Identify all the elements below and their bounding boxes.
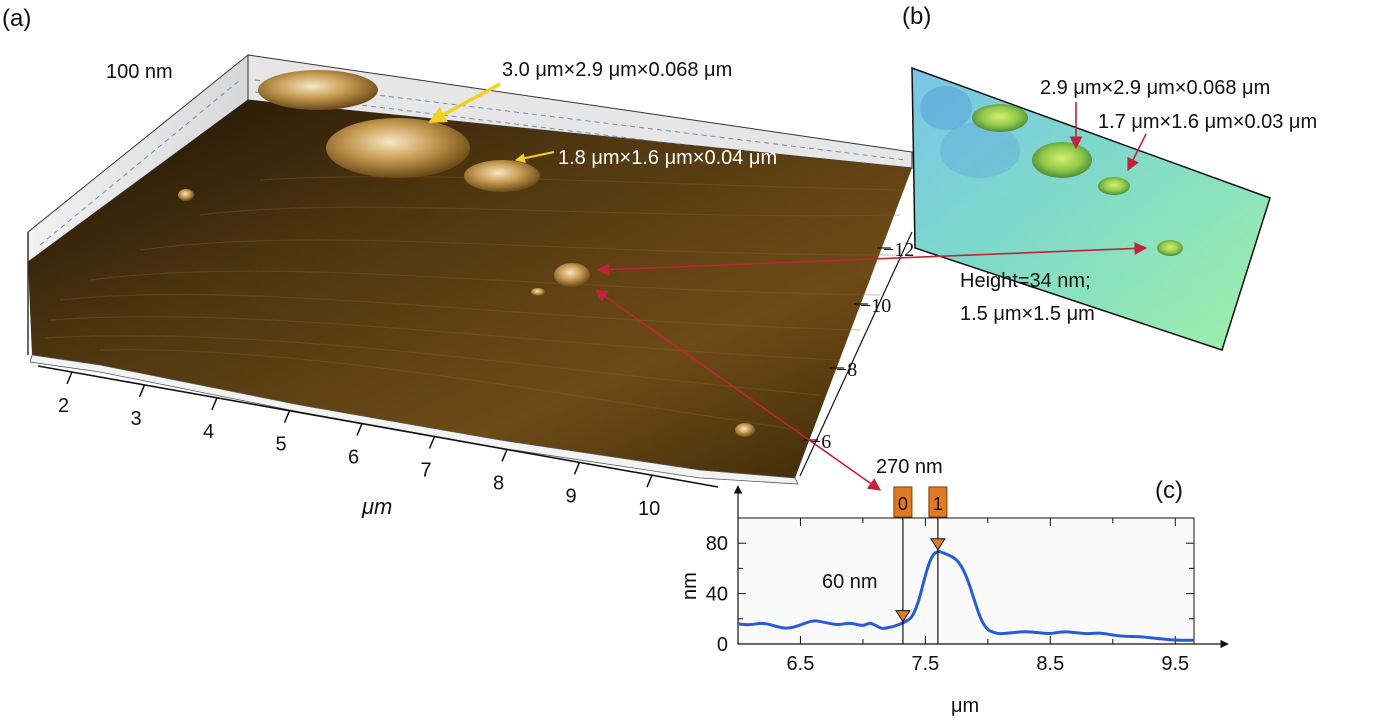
panel-b-particle-3: [1157, 240, 1183, 256]
panel-a-x-tick-label: 9: [566, 485, 577, 507]
panel-c-y-tick-label: 80: [706, 533, 728, 555]
panel-a-wall-gridline: [254, 91, 906, 173]
panel-c-x-axis-label: μm: [951, 695, 979, 717]
annotation-c-width: 270 nm: [876, 456, 943, 478]
panel-c-y-tick-label: 40: [706, 584, 728, 606]
panel-c-x-tick-label: 8.5: [1036, 653, 1064, 675]
panel-a-particle-minor: [178, 189, 194, 201]
panel-a-x-tick-label: 5: [276, 434, 287, 456]
panel-c-cursor-label: 0: [898, 494, 908, 514]
panel-b-blue-shading: [940, 122, 1020, 178]
red-arrow-a-to-b: [596, 242, 1148, 276]
panel-a-x-tick: [66, 371, 73, 385]
panel-a-x-tick-label: 6: [348, 447, 359, 469]
panel-a-particle-large: [326, 118, 470, 178]
panel-a-x-tick-label: 4: [203, 421, 214, 443]
panel-c-y-axis-label: nm: [679, 572, 701, 600]
panel-c-cursor-flag: [928, 486, 948, 518]
panel-a-particle-minor: [531, 288, 545, 296]
panel-a-x-tick: [356, 423, 363, 436]
panel-a-x-tick: [646, 474, 653, 488]
panel-a-particle-back: [258, 70, 378, 110]
panel-b-blue-shading: [920, 86, 972, 130]
panel-b: (b) 2.9 μm×2.9 μm×0.068 μm 1.7 μm×1.6 μm…: [902, 3, 1317, 351]
yellow-arrow-small: [515, 151, 555, 164]
panel-a-x-tick: [428, 436, 436, 449]
panel-a-x-tick: [283, 410, 291, 423]
annotation-large-particle: 3.0 μm×2.9 μm×0.068 μm: [502, 59, 732, 81]
panel-b-particle-1: [1032, 142, 1092, 178]
red-arrow-b-2: [1127, 133, 1147, 172]
panel-c-cursor-label: 1: [933, 494, 943, 514]
panel-a-x-ticks: 2 3 4 5 6 7 8 9 10: [58, 371, 660, 520]
panel-b-particle-1: [972, 104, 1028, 132]
panel-a-particle-small: [464, 160, 540, 192]
panel-a-y-tick-label: −10: [860, 295, 891, 317]
panel-c-label: (c): [1155, 477, 1183, 504]
panel-a-x-tick-label: 7: [421, 460, 432, 482]
panel-a-label: (a): [2, 5, 31, 32]
panel-b-label: (b): [902, 3, 931, 30]
panel-a-x-tick-label: 10: [638, 498, 660, 520]
panel-a-x-tick: [501, 449, 508, 462]
panel-a-z-scale-label: 100 nm: [106, 61, 173, 83]
annotation-b-size: 1.5 μm×1.5 μm: [960, 303, 1095, 325]
panel-c-cursor-point: [929, 538, 946, 551]
yellow-arrow-large: [428, 82, 501, 124]
panel-a-particle-minor: [735, 423, 755, 437]
panel-c-ticks: 6.5 7.5 8.5 9.5 0 40 80: [706, 517, 1194, 675]
red-arrow-a-to-c: [594, 289, 882, 491]
panel-c-y-tick-label: 0: [717, 634, 728, 656]
annotation-b-height: Height=34 nm;: [960, 270, 1091, 292]
panel-a-x-tick: [138, 384, 146, 398]
panel-c-plot-area: [737, 517, 1195, 645]
annotation-c-height: 60 nm: [822, 571, 878, 593]
annotation-b-particle-2: 1.7 μm×1.6 μm×0.03 μm: [1098, 111, 1317, 133]
panel-b-3d-surface: [911, 66, 1271, 351]
panel-c-cursor-flag: [893, 486, 913, 518]
panel-a-x-tick: [211, 397, 218, 411]
panel-a-x-tick-label: 2: [58, 395, 69, 417]
panel-a-x-tick-label: 3: [131, 408, 142, 430]
panel-c-cursor-point: [894, 610, 911, 623]
panel-a-wall-gridline: [39, 79, 241, 246]
annotation-small-particle: 1.8 μm×1.6 μm×0.04 μm: [558, 147, 777, 169]
panel-c-x-tick-label: 7.5: [911, 653, 939, 675]
panel-c-profile-line: [737, 550, 1194, 642]
panel-a-particle-peak: [554, 263, 590, 287]
panel-a-x-axis-label: μm: [361, 494, 392, 519]
panel-c-x-tick-label: 9.5: [1161, 653, 1189, 675]
annotation-b-particle-1: 2.9 μm×2.9 μm×0.068 μm: [1040, 77, 1270, 99]
panel-b-particle-2: [1098, 177, 1130, 195]
panel-a-x-tick-label: 8: [493, 472, 504, 494]
panel-a-y-tick-label: −8: [836, 359, 857, 381]
panel-a-x-tick: [573, 462, 581, 475]
panel-c-x-tick-label: 6.5: [787, 653, 815, 675]
